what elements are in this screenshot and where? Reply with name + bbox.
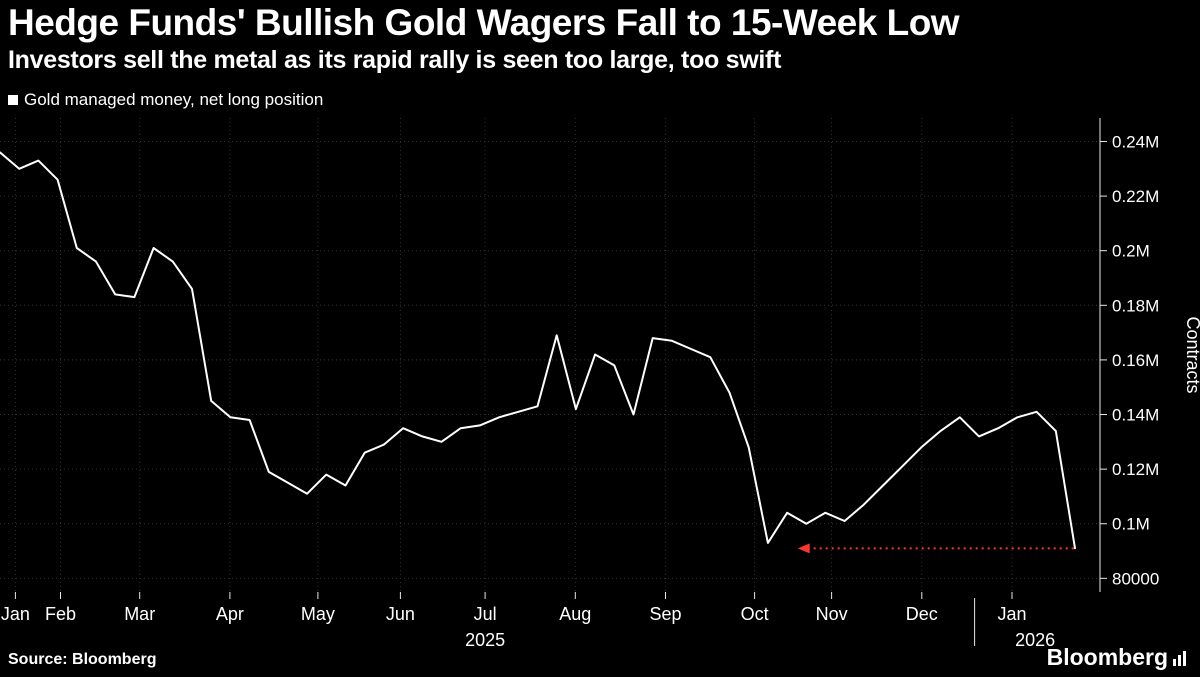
chart-area: 0.24M 0.22M 0.2M 0.18M 0.16M 0.14M 0.12M 0.1M 80… bbox=[0, 112, 1200, 672]
y-tick-label: 0.16M bbox=[1112, 351, 1159, 370]
y-tick-label: 0.1M bbox=[1112, 515, 1150, 534]
y-tick-label: 0.2M bbox=[1112, 242, 1150, 261]
bloomberg-bars-icon bbox=[1173, 650, 1186, 666]
legend-label: Gold managed money, net long position bbox=[24, 90, 324, 109]
x-tick-label: Jun bbox=[386, 604, 415, 624]
x-tick-label: Aug bbox=[559, 604, 591, 624]
legend: Gold managed money, net long position bbox=[8, 90, 323, 110]
line-chart: 0.24M 0.22M 0.2M 0.18M 0.16M 0.14M 0.12M 0.1M 80… bbox=[0, 118, 1200, 650]
y-tick-label: 0.22M bbox=[1112, 187, 1159, 206]
x-tick-label: Dec bbox=[906, 604, 938, 624]
x-tick-label: May bbox=[301, 604, 335, 624]
y-tick-label: 80000 bbox=[1112, 569, 1159, 588]
x-tick-label: Feb bbox=[45, 604, 76, 624]
y-axis-title: Contracts bbox=[1183, 316, 1200, 393]
x-tick-label: Apr bbox=[216, 604, 244, 624]
year-label: 2026 bbox=[1015, 630, 1055, 650]
x-tick-label: Oct bbox=[741, 604, 769, 624]
x-tick-label: Sep bbox=[649, 604, 681, 624]
y-tick-label: 0.12M bbox=[1112, 460, 1159, 479]
year-label: 2025 bbox=[465, 630, 505, 650]
x-tick-label: Jan bbox=[1, 604, 30, 624]
chart-title: Hedge Funds' Bullish Gold Wagers Fall to… bbox=[8, 2, 960, 43]
x-tick-label: Nov bbox=[816, 604, 848, 624]
y-tick-label: 0.14M bbox=[1112, 406, 1159, 425]
bloomberg-wordmark: Bloomberg bbox=[1046, 644, 1168, 670]
x-tick-label: Jan bbox=[997, 604, 1026, 624]
y-tick-label: 0.24M bbox=[1112, 132, 1159, 151]
source-credit: Source: Bloomberg bbox=[8, 651, 157, 668]
series-line bbox=[0, 151, 1076, 550]
chart-subtitle: Investors sell the metal as its rapid ra… bbox=[8, 46, 782, 74]
x-tick-label: Mar bbox=[124, 604, 155, 624]
bloomberg-logo: Bloomberg bbox=[1047, 644, 1186, 671]
legend-swatch-icon bbox=[8, 95, 18, 105]
x-tick-label: Jul bbox=[474, 604, 497, 624]
annotation-left-arrow-icon bbox=[797, 543, 810, 554]
y-tick-label: 0.18M bbox=[1112, 296, 1159, 315]
